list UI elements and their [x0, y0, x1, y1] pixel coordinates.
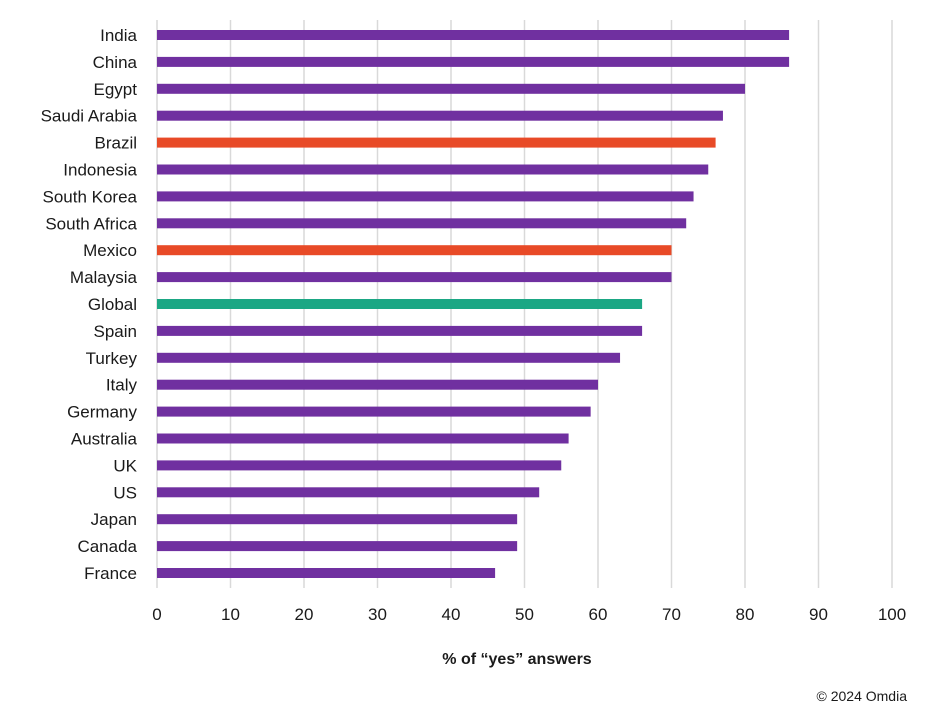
bar-spain [157, 325, 643, 336]
category-labels: India China Egypt Saudi Arabia Brazil Indones… [41, 26, 138, 583]
x-tick-label: 70 [662, 605, 681, 624]
category-label: Germany [67, 403, 137, 422]
category-label: Saudi Arabia [41, 107, 138, 126]
bar-south-africa [157, 218, 687, 229]
category-label: Spain [94, 322, 137, 341]
x-tick-label: 40 [442, 605, 461, 624]
bar-india [157, 30, 790, 40]
x-tick-label: 10 [221, 605, 240, 624]
category-label: Canada [77, 537, 137, 556]
bar-italy [157, 379, 598, 390]
bars [157, 30, 790, 578]
category-label: Egypt [94, 80, 138, 99]
category-label: US [113, 483, 137, 502]
category-label: Brazil [94, 134, 137, 153]
category-label: India [100, 26, 137, 45]
category-label: China [93, 53, 138, 72]
category-label: South Korea [42, 187, 137, 206]
bar-indonesia [157, 164, 709, 175]
bar-us [157, 487, 540, 498]
category-label: Japan [91, 510, 137, 529]
bar-saudi-arabia [157, 110, 723, 121]
x-tick-label: 80 [736, 605, 755, 624]
x-axis-title: % of “yes” answers [442, 651, 592, 668]
bar-malaysia [157, 272, 672, 283]
category-label: Indonesia [63, 161, 137, 180]
bar-japan [157, 514, 518, 525]
bar-uk [157, 460, 562, 471]
bar-canada [157, 541, 518, 552]
x-tick-label: 100 [878, 605, 906, 624]
bar-australia [157, 433, 569, 444]
category-label: Global [88, 295, 137, 314]
copyright-note: © 2024 Omdia [816, 688, 907, 704]
category-label: France [84, 564, 137, 583]
category-label: South Africa [45, 214, 137, 233]
bar-china [157, 56, 790, 67]
category-label: Australia [71, 430, 138, 449]
x-tick-label: 0 [152, 605, 161, 624]
x-tick-label: 90 [809, 605, 828, 624]
x-tick-label: 20 [295, 605, 314, 624]
x-tick-label: 30 [368, 605, 387, 624]
category-label: Italy [106, 376, 138, 395]
bar-france [157, 568, 496, 578]
bar-mexico [157, 245, 672, 256]
x-tick-label: 60 [589, 605, 608, 624]
bar-germany [157, 406, 591, 417]
bar-egypt [157, 83, 745, 94]
x-tick-labels: 0 10 20 30 40 50 60 70 80 90 100 [152, 605, 906, 624]
bar-south-korea [157, 191, 694, 202]
bar-brazil [157, 137, 716, 148]
category-label: Turkey [86, 349, 138, 368]
category-label: Malaysia [70, 268, 138, 287]
category-label: Mexico [83, 241, 137, 260]
bar-global [157, 299, 643, 309]
x-tick-label: 50 [515, 605, 534, 624]
category-label: UK [113, 456, 137, 475]
bar-turkey [157, 352, 621, 363]
